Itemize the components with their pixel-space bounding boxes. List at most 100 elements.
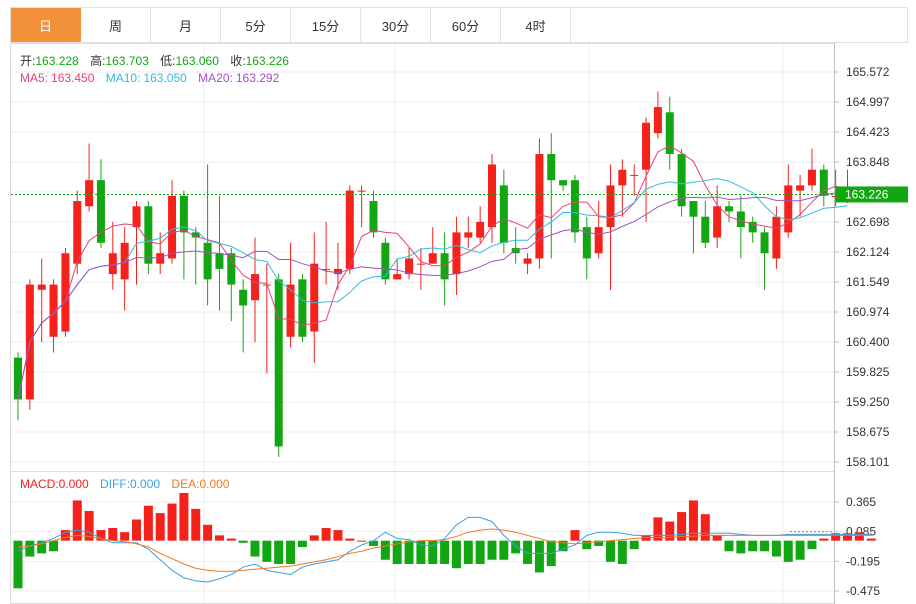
diff-value: 0.000 xyxy=(130,477,160,491)
macd-bar xyxy=(688,500,698,541)
macd-bar xyxy=(653,517,663,541)
candle-body xyxy=(14,357,22,400)
macd-bar xyxy=(558,540,568,552)
macd-bar xyxy=(392,540,402,564)
macd-tick-label: -0.475 xyxy=(846,584,880,598)
macd-bar xyxy=(214,535,224,541)
candle-body xyxy=(132,206,141,228)
macd-bar xyxy=(594,540,604,546)
candle-body xyxy=(73,201,82,264)
macd-bar xyxy=(226,538,236,541)
macd-bar xyxy=(831,533,841,541)
candle-body xyxy=(310,263,319,332)
price-tick-label: 160.974 xyxy=(846,305,890,319)
tab-month[interactable]: 月 xyxy=(151,8,221,42)
candle-body xyxy=(381,242,390,280)
candle-body xyxy=(689,201,698,217)
macd-bar xyxy=(132,519,141,541)
macd-bar xyxy=(84,511,94,541)
candle-body xyxy=(796,185,805,191)
macd-bar xyxy=(262,540,272,562)
price-tick-label: 159.250 xyxy=(846,395,890,409)
candle-body xyxy=(760,232,769,254)
candle-body xyxy=(582,227,591,259)
macd-bar xyxy=(499,540,509,560)
open-value: 163.228 xyxy=(35,54,79,68)
price-tick-label: 158.101 xyxy=(846,455,890,469)
macd-bar xyxy=(665,521,675,541)
candle-body xyxy=(49,284,58,337)
tab-5min[interactable]: 5分 xyxy=(221,8,291,42)
macd-bar xyxy=(286,540,296,564)
macd-bar xyxy=(843,533,852,541)
tab-week[interactable]: 周 xyxy=(81,8,151,42)
ma20-value: 163.292 xyxy=(236,71,280,85)
tab-day[interactable]: 日 xyxy=(11,8,81,42)
macd-bar xyxy=(238,540,248,543)
ma5-label: MA5: xyxy=(20,71,48,85)
ma10-line xyxy=(17,178,848,400)
candle-body xyxy=(156,253,165,264)
candle-body xyxy=(547,154,556,181)
candle-body xyxy=(464,232,473,238)
moving-average-lines xyxy=(17,145,848,400)
candle-body xyxy=(203,242,212,280)
candle-body xyxy=(144,206,153,264)
candle-body xyxy=(369,201,378,233)
macd-bar xyxy=(617,540,627,564)
tab-30min[interactable]: 30分 xyxy=(361,8,431,42)
macd-bar xyxy=(712,535,722,541)
macd-bar xyxy=(143,505,153,541)
macd-bar xyxy=(700,514,710,541)
price-tick-label: 160.400 xyxy=(846,335,890,349)
tab-60min[interactable]: 60分 xyxy=(431,8,501,42)
macd-legend: MACD:0.000 DIFF:0.000 DEA:0.000 xyxy=(20,477,230,491)
macd-bar xyxy=(440,540,450,564)
ma20-label: MA20: xyxy=(198,71,233,85)
last-price-tag xyxy=(836,186,908,203)
macd-bar xyxy=(274,540,284,564)
candle-body xyxy=(251,274,259,301)
macd-bar xyxy=(629,540,639,550)
tab-4hour[interactable]: 4时 xyxy=(501,8,571,42)
candle-body xyxy=(61,253,70,332)
candle-body xyxy=(642,122,651,170)
candle-body xyxy=(452,232,461,275)
price-tick-label: 164.997 xyxy=(846,95,890,109)
macd-bar xyxy=(783,540,793,562)
macd-bar xyxy=(866,538,876,541)
price-tick-label: 164.423 xyxy=(846,125,890,139)
macd-bar xyxy=(120,532,130,541)
macd-bar xyxy=(748,540,758,552)
low-value: 163.060 xyxy=(176,54,220,68)
macd-bar xyxy=(582,540,592,550)
candle-body xyxy=(345,190,354,269)
candle-body xyxy=(807,169,816,186)
macd-bar xyxy=(179,492,189,541)
macd-bar xyxy=(380,540,390,560)
price-tick-label: 163.848 xyxy=(846,155,890,169)
macd-bar xyxy=(819,538,829,541)
candle-body xyxy=(713,206,722,238)
candle-body xyxy=(168,195,177,259)
price-tick-label: 162.124 xyxy=(846,245,890,259)
open-label: 开: xyxy=(20,54,35,68)
candle-body xyxy=(665,112,674,155)
macd-bar xyxy=(72,500,82,541)
candle-body xyxy=(179,195,188,233)
candle-body xyxy=(594,227,603,254)
macd-bar xyxy=(309,535,319,541)
macd-bar xyxy=(807,540,817,550)
macd-bar xyxy=(511,540,521,554)
macd-value: 0.000 xyxy=(59,477,89,491)
candle-body xyxy=(559,180,568,186)
candle-body xyxy=(96,180,105,243)
tab-15min[interactable]: 15分 xyxy=(291,8,361,42)
price-panel-frame xyxy=(10,43,835,472)
macd-bar xyxy=(108,527,118,541)
price-tick-label: 161.549 xyxy=(846,275,890,289)
macd-bar xyxy=(760,540,770,552)
macd-bar xyxy=(724,540,734,552)
